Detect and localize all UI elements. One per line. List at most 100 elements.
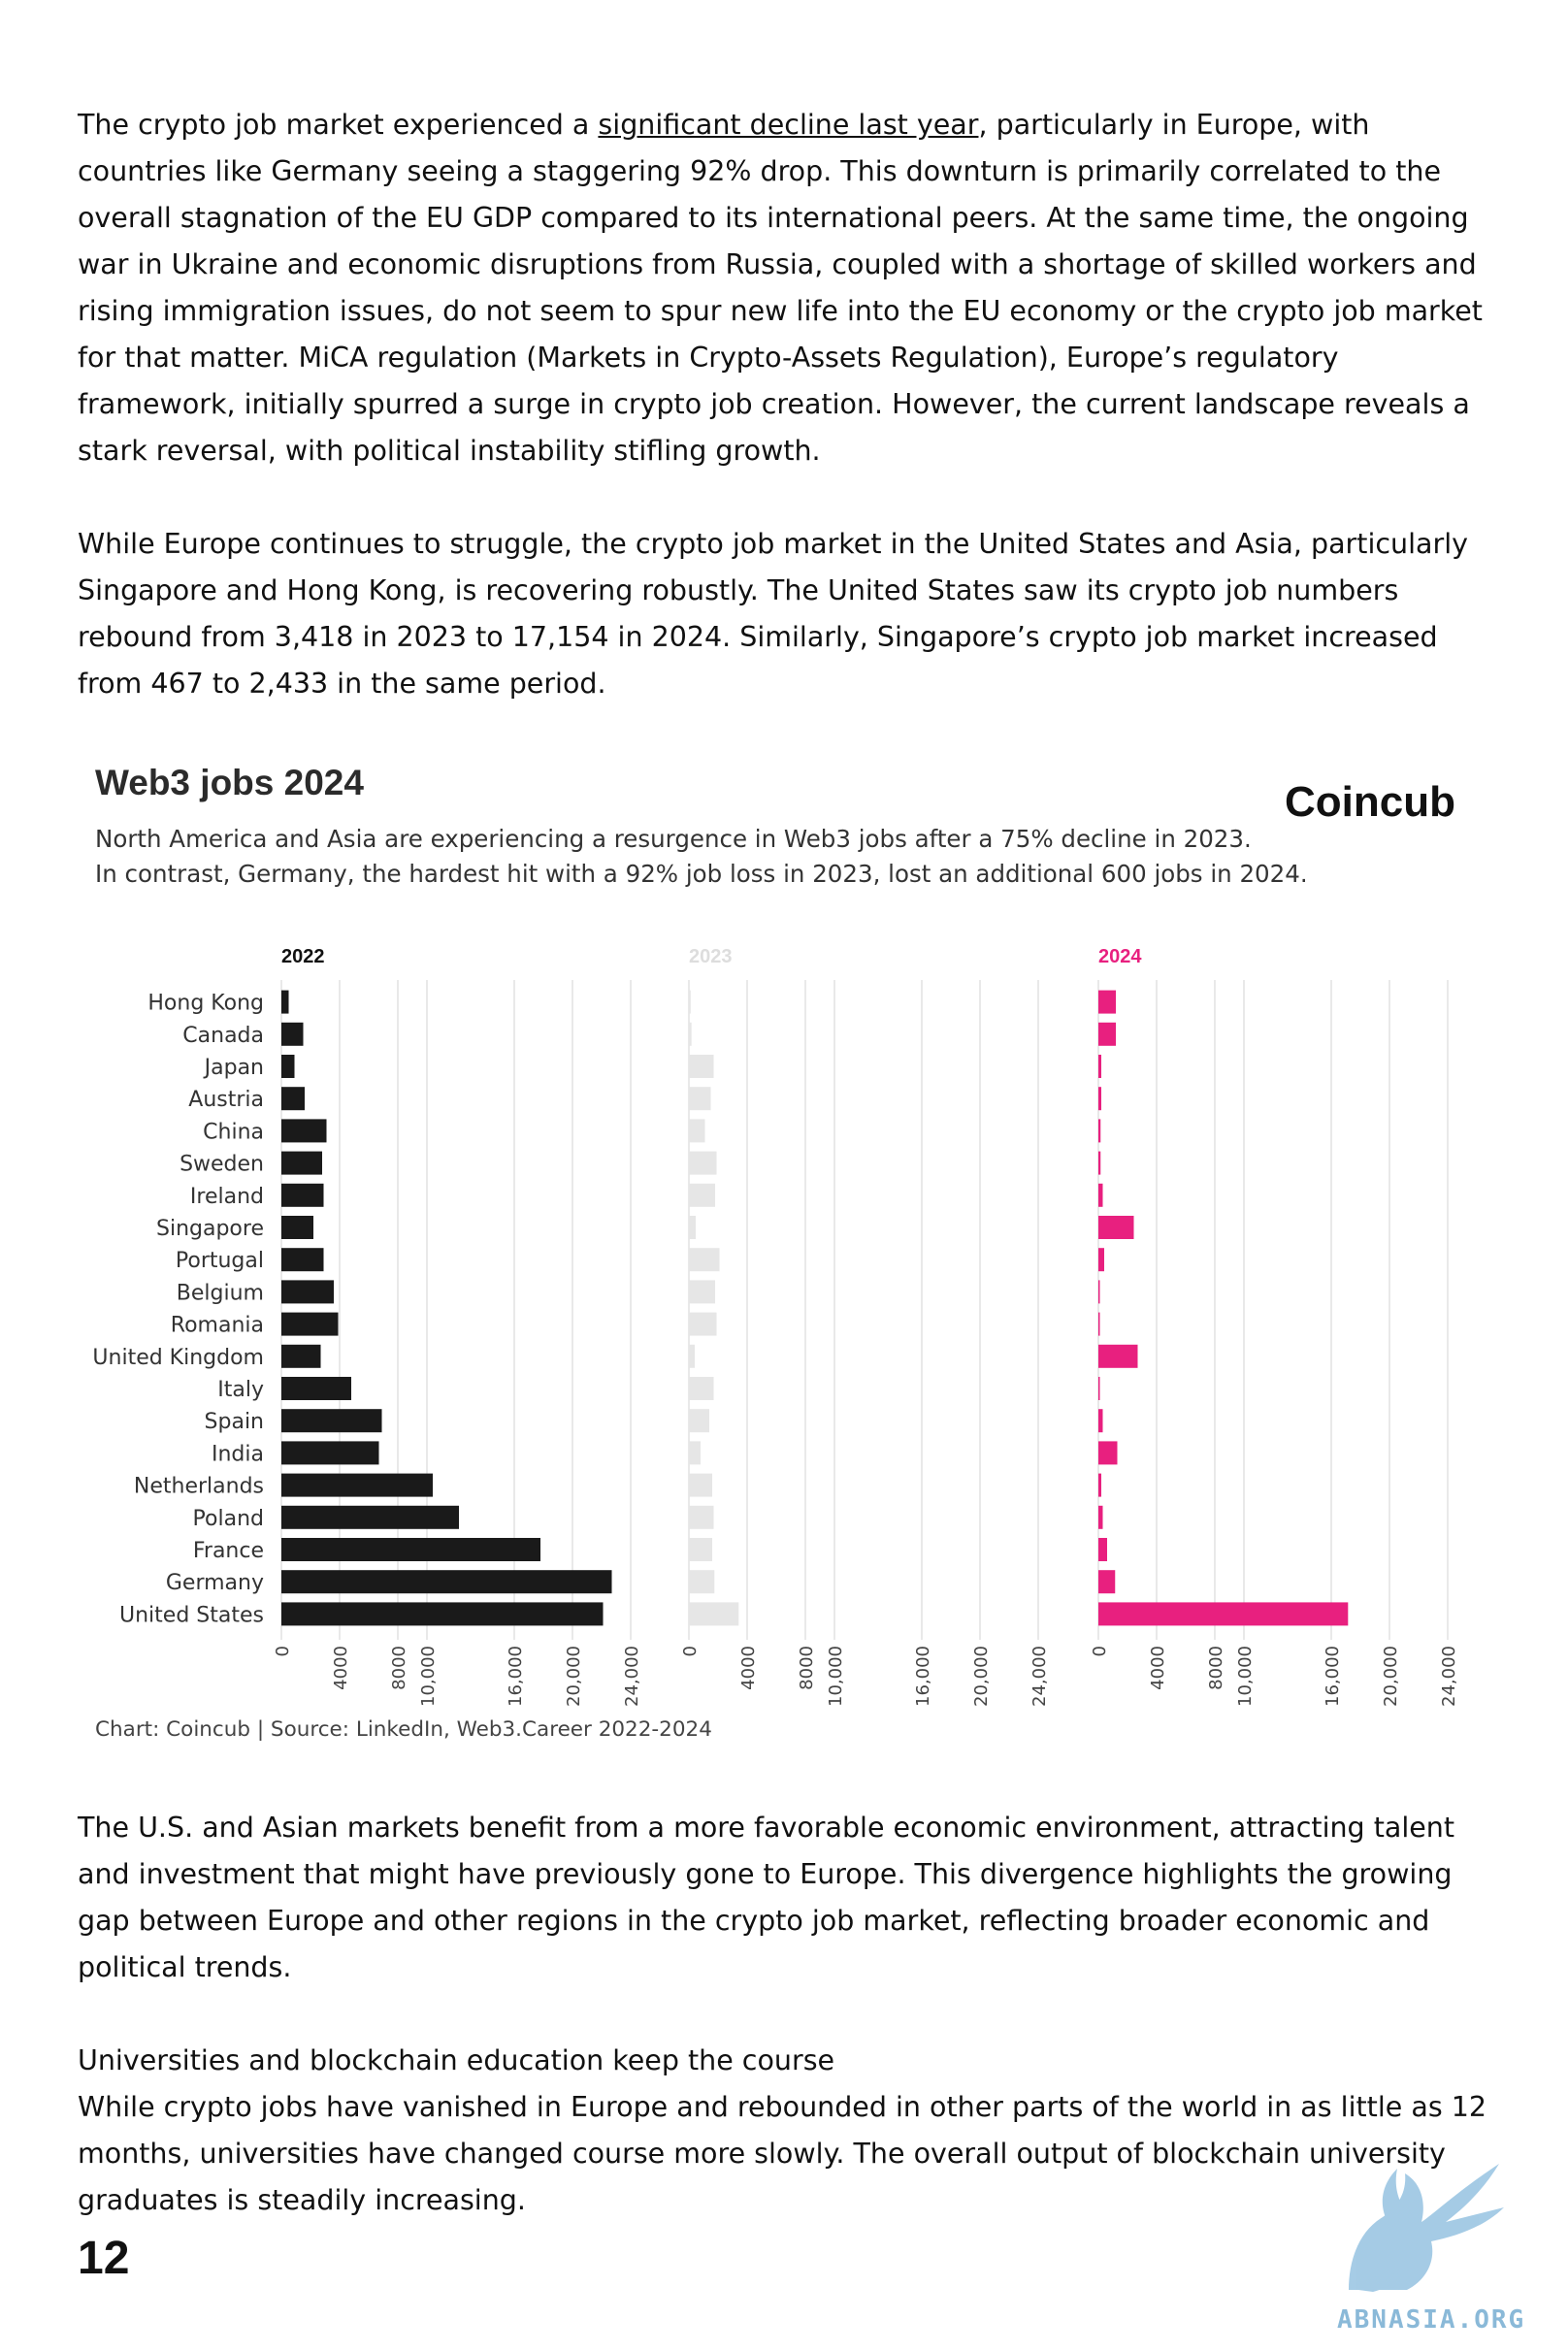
category-label: United Kingdom [92, 1346, 264, 1370]
bar-2023 [689, 1538, 712, 1561]
bar-2022 [281, 1505, 459, 1529]
category-label: India [212, 1442, 264, 1466]
bar-2023 [689, 1087, 711, 1111]
bar-2022 [281, 1183, 324, 1207]
web3-jobs-chart: Web3 jobs 2024 Coincub North America and… [78, 749, 1494, 1758]
intro-paragraph: The crypto job market experienced a sign… [78, 102, 1504, 474]
universities-section: Universities and blockchain education ke… [78, 2038, 1504, 2224]
page-number: 12 [78, 2233, 130, 2284]
significant-decline-link[interactable]: significant decline last year [598, 109, 979, 141]
chart-subtitle-line-1: North America and Asia are experiencing … [95, 825, 1252, 853]
bar-2022 [281, 1055, 295, 1078]
griffin-watermark-logo [1349, 2164, 1504, 2292]
panel-title-2024: 2024 [1098, 946, 1142, 967]
bar-2024 [1098, 1022, 1116, 1046]
bar-2023 [689, 1505, 714, 1529]
x-tick-label: 10,000 [418, 1646, 439, 1707]
bar-2023 [689, 1602, 739, 1626]
panel-title-2023: 2023 [689, 946, 733, 967]
x-tick-label: 8000 [389, 1646, 409, 1690]
category-label: Canada [182, 1024, 264, 1048]
bar-2022 [281, 1473, 433, 1497]
bar-2024 [1098, 1055, 1101, 1078]
bar-2022 [281, 1570, 612, 1594]
x-tick-label: 20,000 [1381, 1646, 1401, 1707]
bar-2024 [1098, 1538, 1107, 1561]
bar-2023 [689, 1344, 695, 1368]
category-label: Singapore [156, 1217, 264, 1241]
bar-2022 [281, 1119, 327, 1143]
bar-2023 [689, 1377, 714, 1400]
bar-2022 [281, 1151, 322, 1175]
bar-2022 [281, 1022, 304, 1046]
category-label: Poland [193, 1507, 264, 1531]
bar-2024 [1098, 1377, 1100, 1400]
x-tick-label: 24,000 [622, 1646, 642, 1707]
intro-text-rest: , particularly in Europe, with countries… [78, 109, 1483, 467]
x-tick-label: 24,000 [1439, 1646, 1459, 1707]
x-tick-label: 8000 [797, 1646, 817, 1690]
bar-2023 [689, 1570, 715, 1594]
bar-2024 [1098, 1248, 1104, 1272]
x-tick-label: 0 [1090, 1646, 1110, 1656]
x-tick-label: 16,000 [506, 1646, 526, 1707]
bar-2023 [689, 990, 691, 1014]
bar-2024 [1098, 1280, 1100, 1304]
bar-2024 [1098, 1409, 1103, 1433]
bar-2023 [689, 1022, 692, 1046]
bar-2022 [281, 1602, 604, 1626]
category-label: France [193, 1539, 264, 1563]
category-label: Spain [205, 1410, 264, 1434]
panel-title-2022: 2022 [281, 946, 325, 967]
category-label: Italy [217, 1378, 264, 1402]
us-asia-paragraph: While Europe continues to struggle, the … [78, 528, 1468, 700]
bar-2022 [281, 1344, 321, 1368]
x-tick-label: 4000 [738, 1646, 759, 1690]
x-tick-label: 16,000 [913, 1646, 933, 1707]
category-label: Belgium [177, 1281, 264, 1305]
category-label: China [203, 1120, 264, 1144]
x-tick-label: 8000 [1206, 1646, 1226, 1690]
bar-2022 [281, 1280, 334, 1304]
bar-2023 [689, 1409, 709, 1433]
bar-2023 [689, 1216, 697, 1239]
bar-2023 [689, 1441, 701, 1465]
bar-2023 [689, 1473, 712, 1497]
category-label: Romania [171, 1314, 264, 1338]
bar-2024 [1098, 990, 1116, 1014]
chart-title: Web3 jobs 2024 [95, 763, 364, 802]
category-label: Japan [203, 1056, 264, 1080]
x-tick-label: 20,000 [971, 1646, 992, 1707]
watermark-text: ABNASIA.ORG [1337, 2305, 1526, 2335]
bar-2022 [281, 1312, 339, 1336]
chart-subtitle-line-2: In contrast, Germany, the hardest hit wi… [95, 860, 1308, 888]
bar-2022 [281, 990, 289, 1014]
category-label: Netherlands [134, 1475, 264, 1499]
category-label: Portugal [176, 1249, 264, 1273]
bar-2023 [689, 1119, 705, 1143]
bar-2024 [1098, 1473, 1101, 1497]
x-tick-label: 0 [273, 1646, 293, 1656]
bar-2024 [1098, 1441, 1118, 1465]
bar-2023 [689, 1151, 717, 1175]
category-label: Austria [188, 1088, 264, 1112]
intro-text-start: The crypto job market experienced a [78, 109, 599, 141]
category-label: Ireland [190, 1185, 264, 1209]
category-label: United States [119, 1603, 264, 1627]
x-tick-label: 4000 [1148, 1646, 1168, 1690]
bar-2022 [281, 1409, 382, 1433]
bar-2023 [689, 1183, 715, 1207]
bar-2022 [281, 1248, 324, 1272]
bar-2024 [1098, 1344, 1138, 1368]
category-label: Germany [166, 1571, 264, 1595]
x-tick-label: 0 [680, 1646, 701, 1656]
bar-2024 [1098, 1151, 1101, 1175]
x-tick-label: 10,000 [826, 1646, 846, 1707]
section-heading: Universities and blockchain education ke… [78, 2044, 835, 2076]
x-tick-label: 20,000 [564, 1646, 584, 1707]
bar-2024 [1098, 1570, 1116, 1594]
bar-2022 [281, 1377, 351, 1400]
x-tick-label: 16,000 [1323, 1646, 1343, 1707]
bar-2024 [1098, 1087, 1101, 1111]
x-tick-label: 24,000 [1029, 1646, 1050, 1707]
